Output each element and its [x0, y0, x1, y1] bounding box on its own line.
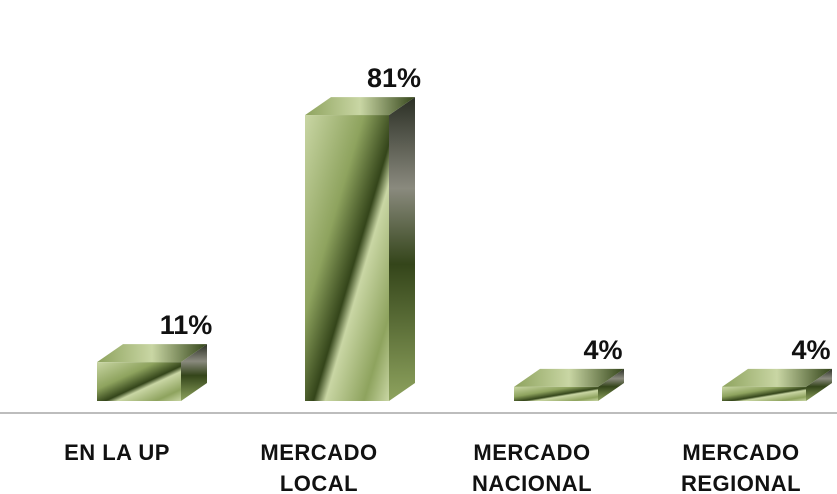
bar-front-face — [722, 386, 806, 401]
data-label: 4% — [583, 335, 622, 365]
bar-top-face — [305, 97, 415, 116]
category-label-line: NACIONAL — [472, 471, 592, 494]
category-label-line: MERCADO — [260, 440, 377, 465]
labels-layer: 11% EN LA UP 81% MERCADO LOCAL 4% MERCADO NACIO… — [64, 63, 830, 494]
bar-front-face — [97, 362, 181, 401]
category-label-line: LOCAL — [280, 471, 358, 494]
category-label-line: MERCADO — [473, 440, 590, 465]
bar-side-face — [806, 368, 832, 401]
category-label-line: MERCADO — [682, 440, 799, 465]
category-label-line: REGIONAL — [681, 471, 801, 494]
bar — [305, 97, 415, 401]
bar — [722, 368, 832, 401]
bars-layer — [97, 97, 832, 401]
category-label: MERCADO LOCAL — [260, 440, 377, 494]
bar-side-face — [181, 344, 207, 401]
data-label: 11% — [160, 310, 213, 340]
category-label: MERCADO NACIONAL — [472, 440, 592, 494]
bar-top-face — [722, 368, 832, 387]
category-label: MERCADO REGIONAL — [681, 440, 801, 494]
data-label: 4% — [791, 335, 830, 365]
data-label: 81% — [367, 63, 421, 93]
bar-front-face — [305, 115, 389, 401]
bar-top-face — [97, 344, 207, 363]
category-label: EN LA UP — [64, 440, 170, 465]
bar-front-face — [514, 386, 598, 401]
bar-side-face — [598, 368, 624, 401]
category-label-line: EN LA UP — [64, 440, 170, 465]
bar-top-face — [514, 368, 624, 387]
bar — [97, 344, 207, 401]
bar-side-face — [389, 97, 415, 401]
bar — [514, 368, 624, 401]
